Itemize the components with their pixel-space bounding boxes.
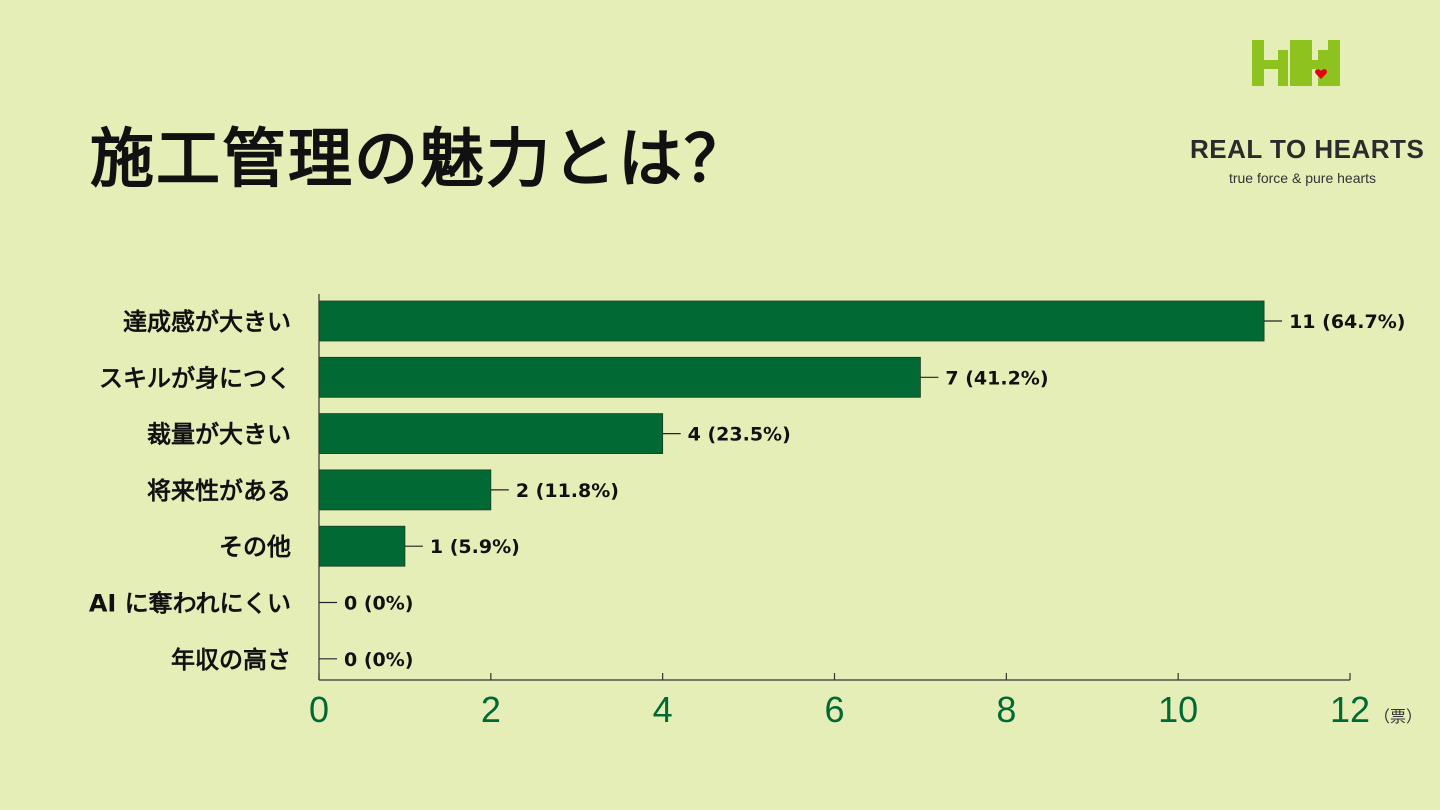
data-label: 2 (11.8%) (516, 480, 619, 502)
x-tick-label: 8 (996, 689, 1016, 730)
category-label: スキルが身につく (99, 364, 291, 392)
logo: REAL TO HEARTS true force & pure hearts (1190, 38, 1425, 188)
heart-icon (1315, 69, 1327, 79)
data-label: 1 (5.9%) (430, 536, 520, 558)
category-label: 裁量が大きい (147, 421, 291, 449)
x-tick-label: 2 (481, 689, 501, 730)
brand-name: REAL TO HEARTS (1190, 134, 1425, 164)
data-label: 0 (0%) (344, 649, 413, 671)
category-label: その他 (219, 533, 291, 561)
category-label: 達成感が大きい (123, 308, 291, 336)
bar (318, 356, 921, 398)
x-tick-label: 12 (1330, 689, 1370, 730)
category-label: 将来性がある (147, 477, 291, 505)
bar (318, 469, 492, 511)
x-tick-label: 0 (309, 689, 329, 730)
x-tick-label: 10 (1158, 689, 1198, 730)
data-label: 4 (23.5%) (688, 424, 791, 446)
page-title: 施工管理の魅力とは？ (90, 123, 750, 197)
x-axis-unit-label: （票） (1374, 707, 1422, 726)
bar (318, 413, 664, 455)
bar (318, 300, 1265, 342)
category-label: 年収の高さ (171, 646, 291, 674)
bar (318, 525, 406, 567)
category-label: AI に奪われにくい (89, 590, 291, 618)
x-tick-label: 6 (824, 689, 844, 730)
data-label: 0 (0%) (344, 593, 413, 615)
logo-mark-icon (1252, 40, 1340, 86)
data-label: 7 (41.2%) (945, 367, 1048, 389)
data-label: 11 (64.7%) (1289, 311, 1405, 333)
x-tick-label: 4 (653, 689, 673, 730)
brand-tagline: true force & pure hearts (1228, 170, 1377, 186)
